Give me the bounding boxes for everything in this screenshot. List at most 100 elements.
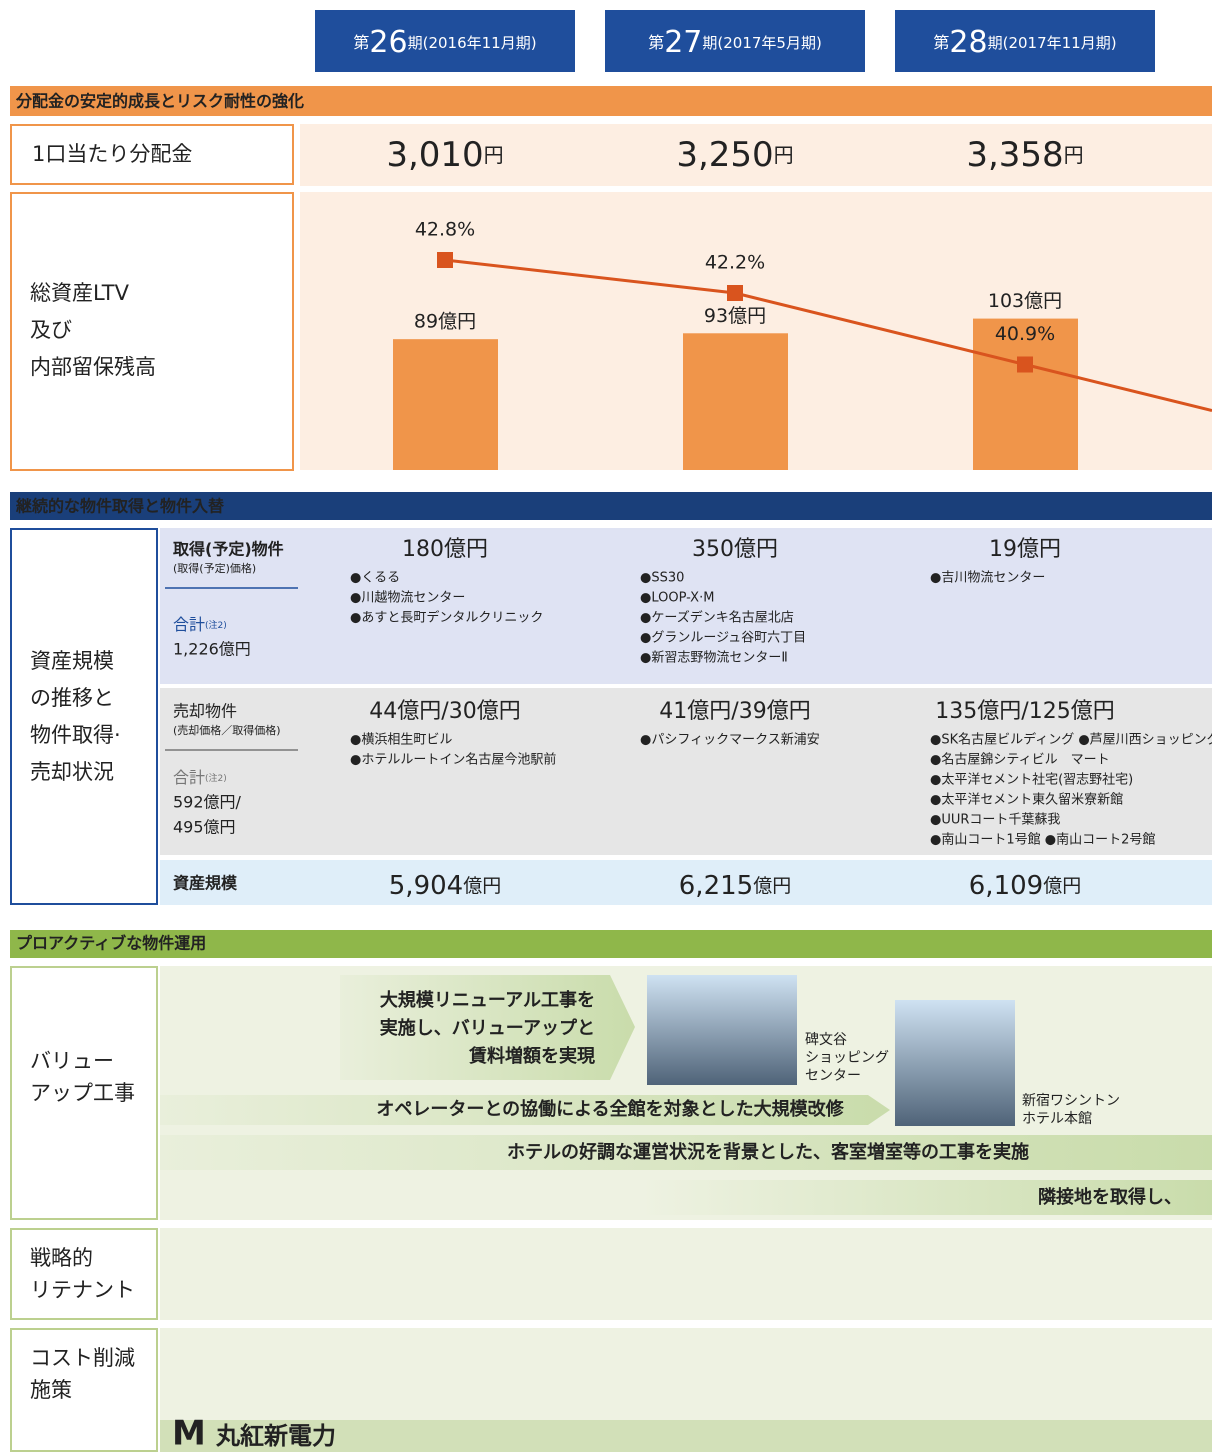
period-suffix: 期(2017年11月期): [988, 34, 1117, 52]
row-label: 及び: [30, 318, 72, 342]
asset-value: 5,904億円: [389, 871, 501, 901]
row-label: 戦略的: [30, 1246, 93, 1270]
property: ●LOOP-X·M: [640, 591, 714, 606]
total-value: 592億円/: [173, 793, 242, 812]
row-label: 売却状況: [30, 760, 114, 784]
row-label-box: [11, 1229, 157, 1319]
row-label: 1口当たり分配金: [32, 142, 192, 166]
property: ●パシフィックマークス新浦安: [640, 733, 820, 748]
row-label: バリュー: [30, 1049, 114, 1073]
bar: [393, 339, 498, 470]
photo-caption: 碑文谷: [805, 1032, 847, 1048]
total-value: 495億円: [173, 818, 236, 837]
period-prefix: 第: [353, 33, 369, 52]
photo-caption: センター: [805, 1068, 861, 1084]
asset-unit: 億円: [753, 875, 791, 897]
property: ●ケーズデンキ名古屋北店: [640, 610, 794, 626]
section-title: 分配金の安定的成長とリスク耐性の強化: [15, 92, 304, 111]
period-number: 28: [949, 25, 987, 60]
property: ●ホテルルートイン名古屋今池駅前: [350, 752, 556, 768]
period-prefix: 第: [933, 33, 949, 52]
renewal-text: 大規模リニューアル工事を: [380, 989, 595, 1011]
amount: 41億円/39億円: [659, 699, 810, 724]
photo-caption: 新宿ワシントン: [1022, 1093, 1120, 1109]
ltv-label: 42.8%: [415, 219, 475, 241]
row-label: 資産規模: [30, 649, 114, 673]
amount: 180億円: [402, 537, 488, 562]
ltv-marker: [437, 252, 453, 268]
bar: [683, 333, 788, 470]
row-label: 施策: [30, 1378, 72, 1402]
arrow-text: オペレーターとの協働による全館を対象とした大規模改修: [376, 1098, 844, 1120]
building-photo: [647, 975, 797, 1085]
property: ●川越物流センター: [350, 591, 465, 606]
period-number: 27: [664, 25, 702, 60]
renewal-text: 賃料増額を実現: [468, 1045, 595, 1067]
property: ●南山コート1号館 ●南山コート2号館: [930, 832, 1155, 848]
total-value: 1,226億円: [173, 640, 251, 659]
total-text: 合計: [173, 615, 205, 634]
row-label: リテナント: [30, 1278, 135, 1302]
total-text: 合計: [173, 768, 205, 787]
asset-value: 6,215億円: [679, 871, 791, 901]
block-label: 取得(予定)物件: [173, 540, 284, 559]
asset-unit: 億円: [1043, 875, 1081, 897]
asset-label: 資産規模: [173, 874, 238, 893]
amount: 19億円: [989, 537, 1061, 562]
property: ●くるる: [350, 571, 400, 586]
bar-label: 103億円: [988, 290, 1062, 312]
building-photo: [895, 1000, 1015, 1126]
property: ●吉川物流センター: [930, 571, 1045, 586]
asset-unit: 億円: [463, 875, 501, 897]
ltv-marker: [727, 285, 743, 301]
ltv-label: 42.2%: [705, 252, 765, 274]
property: ●SK名古屋ビルディング ●芦屋川西ショッピング: [930, 732, 1212, 748]
property: ●グランルージュ谷町六丁目: [640, 631, 806, 646]
dividend-unit: 円: [1064, 143, 1084, 167]
ltv-marker: [1017, 357, 1033, 373]
ltv-label: 40.9%: [995, 323, 1055, 345]
renewal-text: 実施し、バリューアップと: [380, 1017, 595, 1039]
logo-text: 丸紅新電力: [215, 1422, 336, 1450]
property: ●横浜相生町ビル: [350, 733, 452, 748]
section-title: 継続的な物件取得と物件入替: [15, 497, 224, 516]
dividend-number: 3,010: [386, 135, 483, 175]
amount: 350億円: [692, 537, 778, 562]
row-label: 総資産LTV: [30, 281, 130, 305]
arrow-text: 隣接地を取得し、: [1038, 1186, 1182, 1208]
section-title: プロアクティブな物件運用: [16, 934, 206, 953]
block-sublabel: (売却価格／取得価格): [173, 723, 281, 737]
property: ●あすと長町デンタルクリニック: [350, 610, 543, 626]
block-label: 売却物件: [173, 702, 237, 721]
logo-mark: M: [172, 1414, 206, 1452]
property: ●UURコート千葉蘇我: [930, 813, 1060, 828]
row-label-box: [11, 529, 157, 904]
property: ●太平洋セメント社宅(習志野社宅): [930, 773, 1133, 788]
asset-value: 6,109億円: [969, 871, 1081, 901]
property: ●新習志野物流センターⅡ: [640, 651, 788, 666]
dividend-number: 3,358: [966, 135, 1063, 175]
asset-number: 6,109: [969, 871, 1043, 901]
asset-number: 5,904: [389, 871, 463, 901]
period-number: 26: [369, 25, 407, 60]
amount: 135億円/125億円: [935, 699, 1114, 724]
bar-label: 89億円: [414, 311, 476, 333]
page: { "periods": [ {"pre": "第", "number": "2…: [0, 0, 1212, 1452]
asset-number: 6,215: [679, 871, 753, 901]
total-note: (注2): [205, 619, 227, 631]
period-suffix: 期(2016年11月期): [408, 34, 537, 52]
period-prefix: 第: [648, 33, 664, 52]
dividend-unit: 円: [774, 143, 794, 167]
dividend-unit: 円: [484, 143, 504, 167]
dividend-number: 3,250: [676, 135, 773, 175]
row-label: の推移と: [30, 686, 114, 710]
arrow-text: ホテルの好調な運営状況を背景とした、客室増室等の工事を実施: [507, 1141, 1029, 1163]
row-label: 内部留保残高: [30, 355, 156, 379]
total-note: (注2): [205, 772, 227, 784]
property: ●SS30: [640, 571, 684, 586]
infographic: 第26期(2016年11月期)第27期(2017年5月期)第28期(2017年1…: [0, 0, 1212, 1452]
amount: 44億円/30億円: [369, 699, 520, 724]
row-label: アップ工事: [30, 1081, 135, 1105]
property: ●名古屋錦シティビル マート: [930, 752, 1110, 768]
photo-caption: ホテル本館: [1022, 1111, 1092, 1127]
